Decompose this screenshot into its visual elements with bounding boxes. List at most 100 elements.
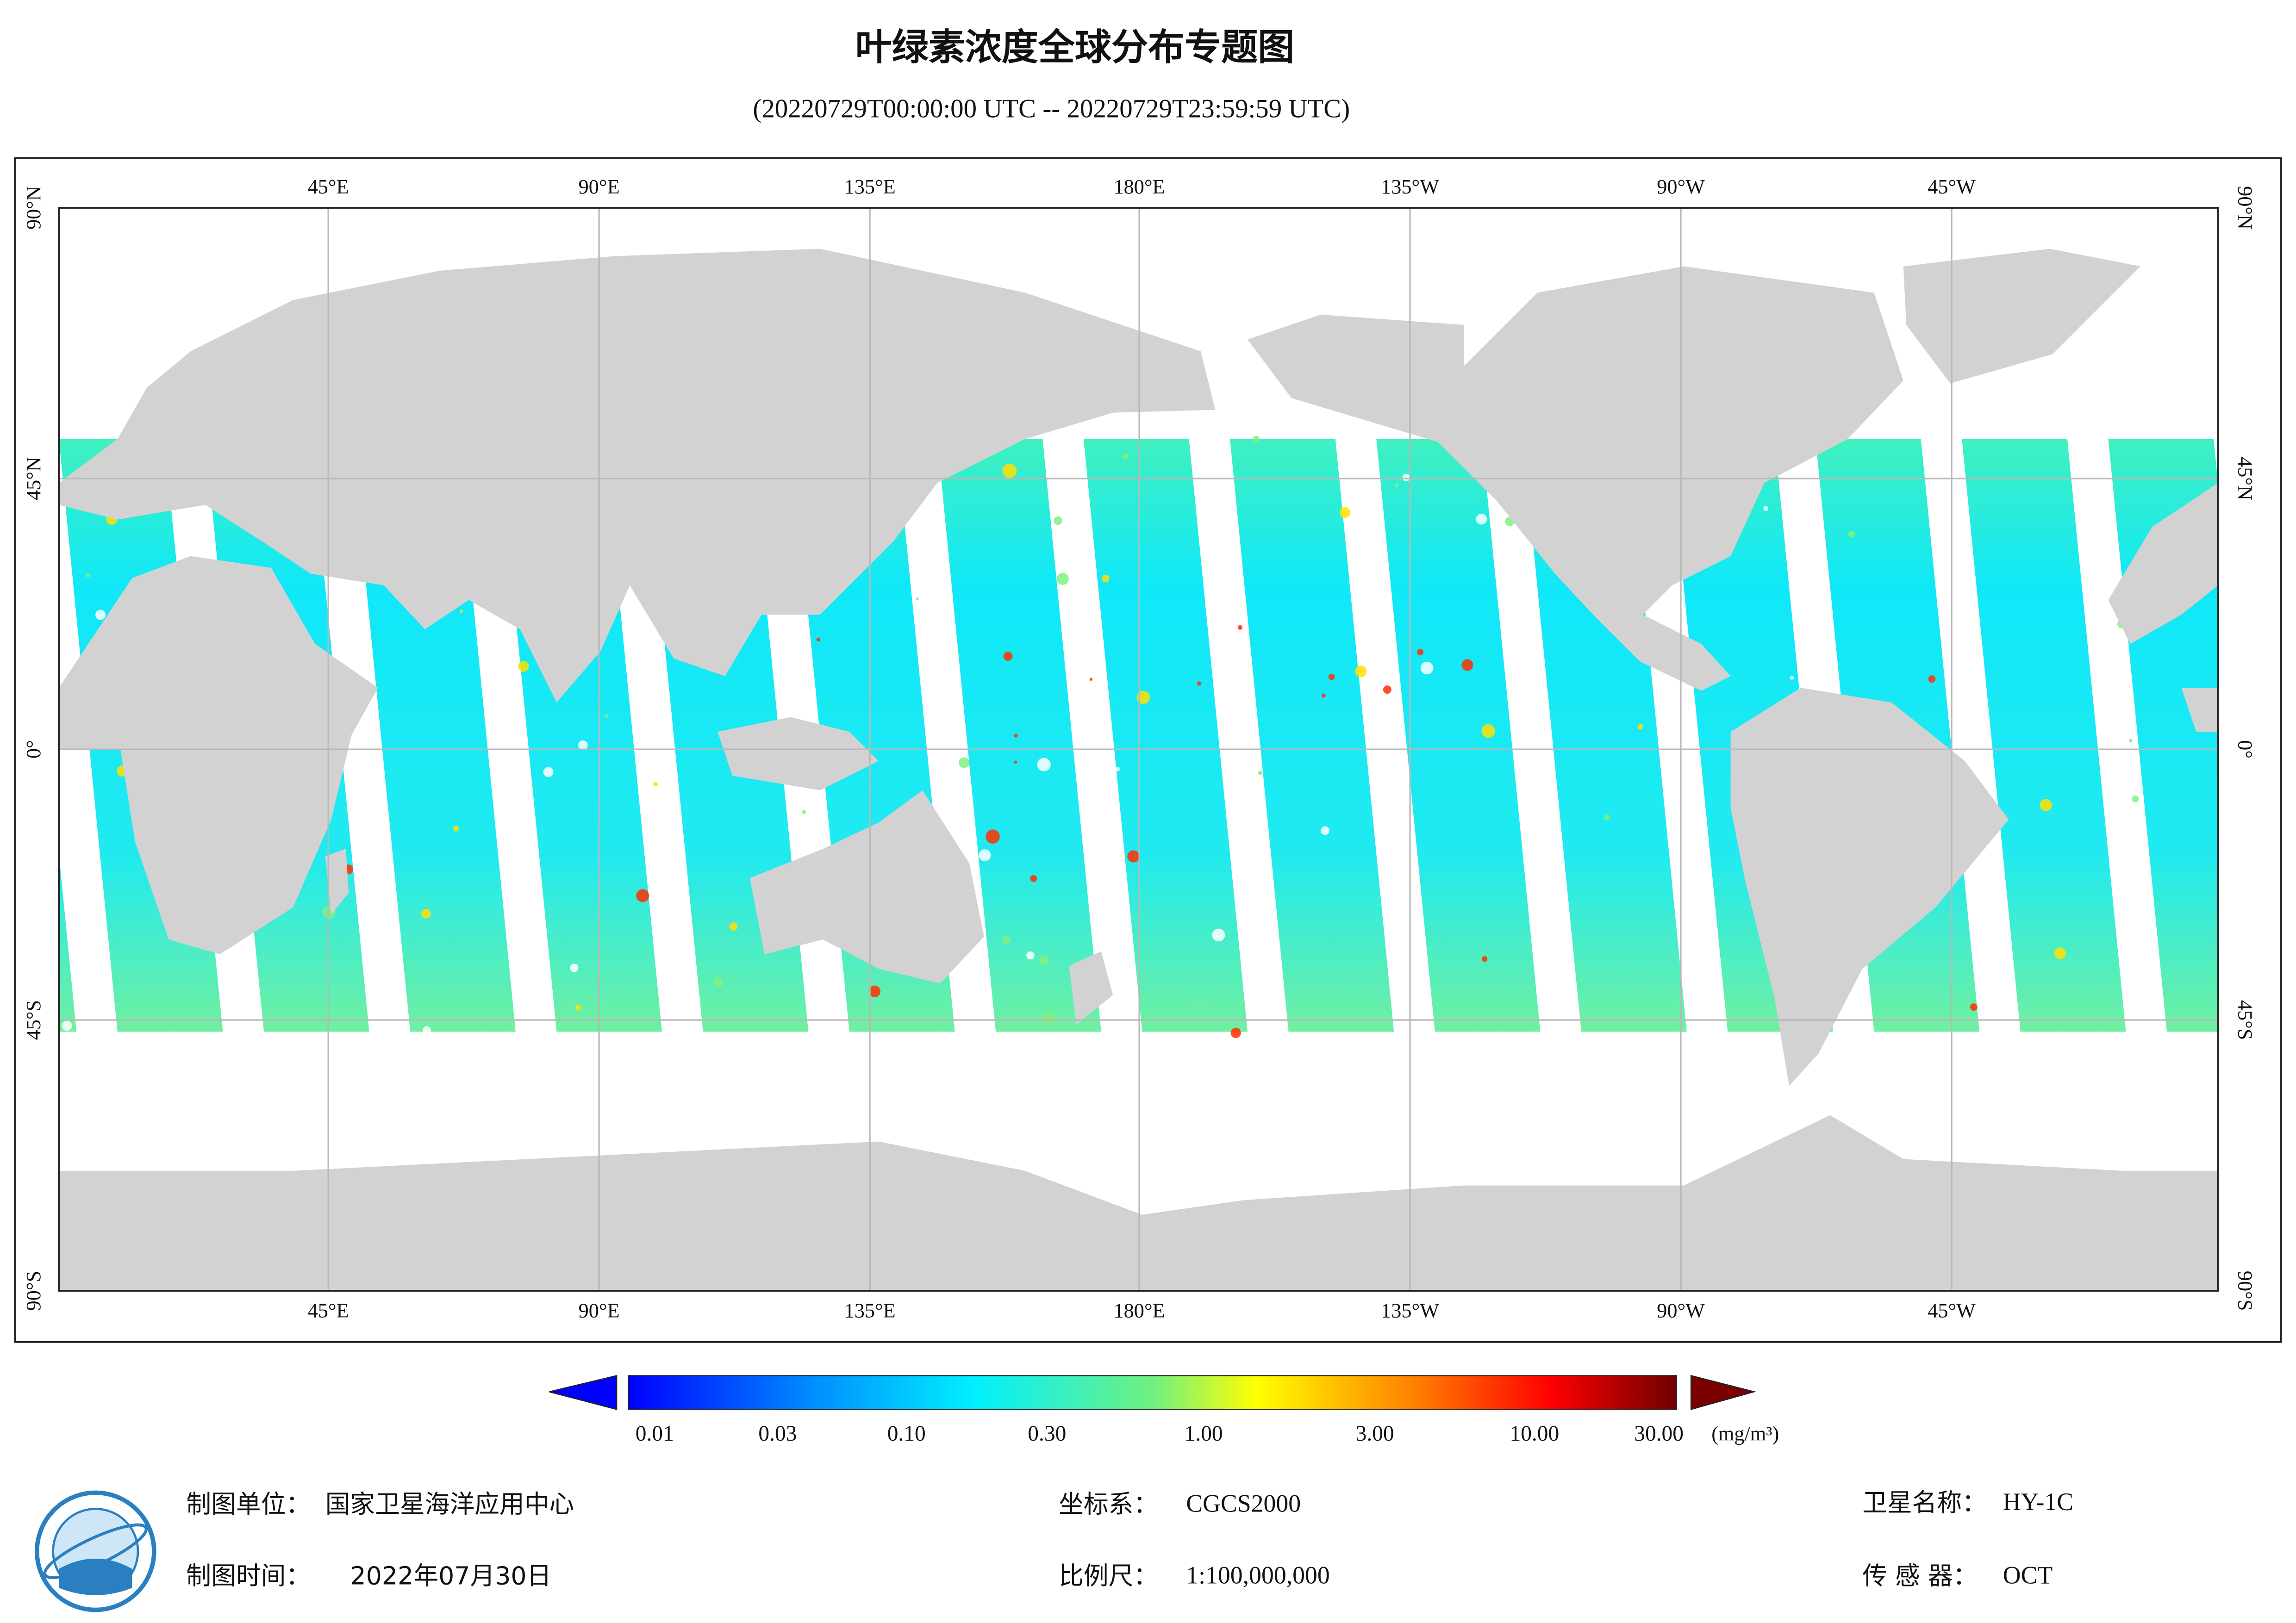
bloom: [986, 829, 1000, 844]
colorbar-low-arrow: [549, 1374, 618, 1410]
lat-label: 90°N: [2234, 186, 2256, 230]
footer-value: CGCS2000: [1186, 1489, 1301, 1517]
colorbar-ramp: [628, 1375, 1677, 1410]
footer-label: 传 感 器：: [1862, 1561, 1978, 1591]
swath: [937, 439, 1101, 1032]
colorbar-tick-label: 1.00: [1185, 1422, 1223, 1446]
bloom: [2138, 908, 2152, 922]
bloom: [604, 714, 609, 718]
lat-label: 45°S: [2234, 1000, 2256, 1040]
bloom: [86, 573, 90, 578]
lon-label: 45°W: [1928, 175, 1976, 198]
colorbar-high-arrow: [1690, 1374, 1757, 1410]
bloom: [1763, 506, 1768, 511]
lon-label: 90°W: [1657, 1300, 1705, 1322]
bloom: [1637, 724, 1643, 730]
colorbar-tick-label: 0.01: [636, 1422, 674, 1446]
bloom: [1354, 665, 1367, 678]
bloom: [1848, 530, 1855, 538]
bloom: [1030, 875, 1037, 882]
bloom: [1974, 633, 1980, 639]
bloom: [1014, 734, 1018, 738]
footer-label: 卫星名称：: [1862, 1488, 1987, 1517]
bloom: [1417, 649, 1424, 656]
bloom: [1197, 681, 1202, 686]
bloom: [1136, 690, 1150, 704]
bloom: [1476, 514, 1487, 525]
bloom: [713, 977, 724, 988]
bloom: [1230, 1027, 1241, 1038]
bloom: [1395, 483, 1399, 488]
bloom: [1374, 659, 1379, 663]
bloom: [1928, 675, 1936, 683]
bloom: [1328, 673, 1335, 680]
bloom: [633, 1011, 636, 1014]
bloom: [1790, 676, 1794, 680]
bloom: [1116, 767, 1120, 771]
bloom: [916, 597, 919, 601]
lat-label: 90°S: [22, 1271, 45, 1311]
bloom: [1037, 758, 1051, 771]
bloom: [816, 637, 820, 642]
footer-value: 国家卫星海洋应用中心: [325, 1490, 574, 1519]
footer-label: 制图时间：: [186, 1561, 311, 1591]
bloom: [1056, 572, 1069, 585]
bloom: [1002, 463, 1017, 478]
bloom: [570, 964, 579, 972]
bloom: [1003, 652, 1013, 661]
bloom: [1214, 592, 1222, 600]
lon-label: 180°E: [1113, 175, 1165, 198]
bloom: [693, 1037, 697, 1040]
bloom: [1197, 1002, 1201, 1006]
bloom: [1002, 935, 1011, 944]
logo: [35, 1490, 156, 1612]
bloom: [2132, 795, 2139, 802]
bloom: [979, 849, 991, 861]
colorbar-tick-label: 0.30: [1028, 1422, 1066, 1446]
bloom: [1970, 1003, 1978, 1011]
bloom: [1258, 771, 1263, 776]
lon-label: 90°W: [1657, 175, 1705, 198]
bloom: [1237, 625, 1243, 630]
graticule: [59, 208, 2218, 1291]
lat-label: 90°N: [22, 186, 45, 230]
bloom: [575, 1004, 581, 1011]
lat-label: 45°S: [22, 1000, 45, 1040]
lon-label: 135°E: [844, 175, 896, 198]
bloom: [651, 638, 659, 645]
lon-label: 135°W: [1381, 175, 1439, 198]
bloom: [1089, 678, 1093, 681]
map: [59, 208, 2218, 1291]
lon-label: 45°W: [1928, 1300, 1976, 1322]
bloom: [578, 740, 588, 750]
bloom: [2054, 947, 2066, 959]
lon-label: 180°E: [1113, 1300, 1165, 1322]
bloom: [1461, 659, 1473, 671]
colorbar-tick-label: 10.00: [1510, 1422, 1559, 1446]
lat-label: 0°: [2234, 740, 2256, 759]
lon-label: 135°E: [844, 1300, 896, 1322]
bloom: [1322, 693, 1326, 698]
footer-value: HY-1C: [2003, 1488, 2073, 1516]
bloom: [453, 826, 459, 832]
lon-label: 90°E: [579, 1300, 620, 1322]
footer-label: 比例尺：: [1059, 1561, 1158, 1591]
map-border: [58, 207, 2219, 1292]
bloom: [1127, 850, 1140, 863]
colorbar: 0.01 0.03 0.10 0.30 1.00 3.00 10.00 30.00 (mg/m…: [549, 1374, 1779, 1446]
swath: [1230, 439, 1394, 1032]
colorbar-unit: (mg/m³): [1711, 1422, 1779, 1445]
footer-value: 1:100,000,000: [1186, 1561, 1330, 1589]
bloom: [729, 922, 738, 931]
colorbar-tick-label: 0.10: [887, 1422, 926, 1446]
bloom: [1014, 760, 1017, 764]
bloom: [1039, 956, 1049, 966]
bloom: [1402, 473, 1410, 482]
bloom: [1054, 516, 1062, 525]
bloom: [62, 1020, 72, 1031]
subtitle: (20220729T00:00:00 UTC -- 20220729T23:59…: [753, 94, 1350, 123]
bloom: [653, 782, 658, 787]
footer-value: 2022年07月30日: [350, 1561, 552, 1591]
